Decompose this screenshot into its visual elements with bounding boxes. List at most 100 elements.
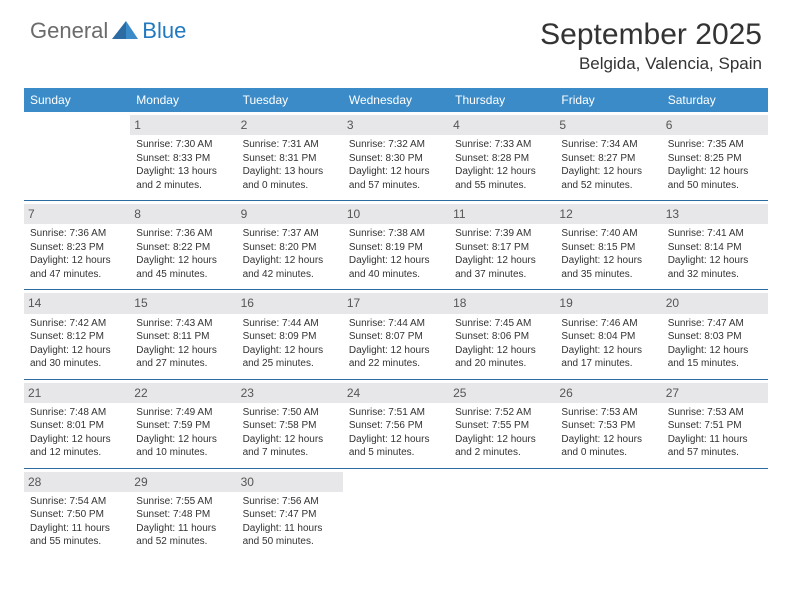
sunset-text: Sunset: 8:06 PM — [455, 330, 549, 344]
daylight-text: Daylight: 12 hours and 15 minutes. — [668, 344, 762, 371]
sunrise-text: Sunrise: 7:47 AM — [668, 317, 762, 331]
calendar-week-row: 14Sunrise: 7:42 AMSunset: 8:12 PMDayligh… — [24, 290, 768, 379]
day-number: 8 — [130, 204, 236, 224]
daylight-text: Daylight: 12 hours and 12 minutes. — [30, 433, 124, 460]
sunset-text: Sunset: 8:31 PM — [243, 152, 337, 166]
day-number: 3 — [343, 115, 449, 135]
day-number: 28 — [24, 472, 130, 492]
day-number: 20 — [662, 293, 768, 313]
day-number: 24 — [343, 383, 449, 403]
sunrise-text: Sunrise: 7:54 AM — [30, 495, 124, 509]
sunrise-text: Sunrise: 7:37 AM — [243, 227, 337, 241]
daylight-text: Daylight: 12 hours and 22 minutes. — [349, 344, 443, 371]
weekday-header: Sunday — [24, 88, 130, 112]
sunrise-text: Sunrise: 7:38 AM — [349, 227, 443, 241]
daylight-text: Daylight: 12 hours and 45 minutes. — [136, 254, 230, 281]
sunset-text: Sunset: 8:11 PM — [136, 330, 230, 344]
calendar-day-cell: 12Sunrise: 7:40 AMSunset: 8:15 PMDayligh… — [555, 201, 661, 290]
sunset-text: Sunset: 8:19 PM — [349, 241, 443, 255]
calendar-day-cell: 7Sunrise: 7:36 AMSunset: 8:23 PMDaylight… — [24, 201, 130, 290]
calendar-day-cell: 3Sunrise: 7:32 AMSunset: 8:30 PMDaylight… — [343, 112, 449, 201]
daylight-text: Daylight: 12 hours and 52 minutes. — [561, 165, 655, 192]
sunset-text: Sunset: 8:07 PM — [349, 330, 443, 344]
sunset-text: Sunset: 7:48 PM — [136, 508, 230, 522]
sunset-text: Sunset: 8:20 PM — [243, 241, 337, 255]
sunrise-text: Sunrise: 7:40 AM — [561, 227, 655, 241]
daylight-text: Daylight: 12 hours and 0 minutes. — [561, 433, 655, 460]
weekday-header: Wednesday — [343, 88, 449, 112]
day-number: 5 — [555, 115, 661, 135]
day-number: 12 — [555, 204, 661, 224]
sunset-text: Sunset: 8:28 PM — [455, 152, 549, 166]
day-number: 27 — [662, 383, 768, 403]
brand-logo: General Blue — [30, 18, 186, 44]
calendar-day-cell — [555, 468, 661, 557]
sunrise-text: Sunrise: 7:43 AM — [136, 317, 230, 331]
sunrise-text: Sunrise: 7:34 AM — [561, 138, 655, 152]
day-number: 14 — [24, 293, 130, 313]
calendar-day-cell: 29Sunrise: 7:55 AMSunset: 7:48 PMDayligh… — [130, 468, 236, 557]
daylight-text: Daylight: 12 hours and 5 minutes. — [349, 433, 443, 460]
sunrise-text: Sunrise: 7:53 AM — [668, 406, 762, 420]
calendar-day-cell: 28Sunrise: 7:54 AMSunset: 7:50 PMDayligh… — [24, 468, 130, 557]
calendar-week-row: 21Sunrise: 7:48 AMSunset: 8:01 PMDayligh… — [24, 379, 768, 468]
day-number: 11 — [449, 204, 555, 224]
calendar-day-cell: 13Sunrise: 7:41 AMSunset: 8:14 PMDayligh… — [662, 201, 768, 290]
daylight-text: Daylight: 11 hours and 52 minutes. — [136, 522, 230, 549]
sunset-text: Sunset: 8:25 PM — [668, 152, 762, 166]
calendar-table: Sunday Monday Tuesday Wednesday Thursday… — [24, 88, 768, 557]
calendar-day-cell: 25Sunrise: 7:52 AMSunset: 7:55 PMDayligh… — [449, 379, 555, 468]
daylight-text: Daylight: 12 hours and 30 minutes. — [30, 344, 124, 371]
sunset-text: Sunset: 8:22 PM — [136, 241, 230, 255]
calendar-week-row: 28Sunrise: 7:54 AMSunset: 7:50 PMDayligh… — [24, 468, 768, 557]
sunset-text: Sunset: 8:27 PM — [561, 152, 655, 166]
calendar-day-cell — [662, 468, 768, 557]
sunset-text: Sunset: 7:53 PM — [561, 419, 655, 433]
sunset-text: Sunset: 7:47 PM — [243, 508, 337, 522]
month-title: September 2025 — [540, 18, 762, 52]
daylight-text: Daylight: 12 hours and 10 minutes. — [136, 433, 230, 460]
weekday-header: Monday — [130, 88, 236, 112]
weekday-header-row: Sunday Monday Tuesday Wednesday Thursday… — [24, 88, 768, 112]
daylight-text: Daylight: 12 hours and 20 minutes. — [455, 344, 549, 371]
sunrise-text: Sunrise: 7:33 AM — [455, 138, 549, 152]
weekday-header: Friday — [555, 88, 661, 112]
calendar-day-cell: 18 Sunrise: 7:45 AMSunset: 8:06 PMDayligh… — [449, 290, 555, 379]
day-number: 16 — [237, 293, 343, 313]
sunrise-text: Sunrise: 7:45 AM — [455, 317, 549, 331]
calendar-day-cell: 30Sunrise: 7:56 AMSunset: 7:47 PMDayligh… — [237, 468, 343, 557]
daylight-text: Daylight: 11 hours and 50 minutes. — [243, 522, 337, 549]
calendar-day-cell: 23Sunrise: 7:50 AMSunset: 7:58 PMDayligh… — [237, 379, 343, 468]
calendar-day-cell: 2Sunrise: 7:31 AMSunset: 8:31 PMDaylight… — [237, 112, 343, 201]
sunset-text: Sunset: 7:58 PM — [243, 419, 337, 433]
brand-part2: Blue — [142, 18, 186, 44]
daylight-text: Daylight: 12 hours and 35 minutes. — [561, 254, 655, 281]
daylight-text: Daylight: 11 hours and 57 minutes. — [668, 433, 762, 460]
sunrise-text: Sunrise: 7:31 AM — [243, 138, 337, 152]
page-header: General Blue September 2025 Belgida, Val… — [0, 0, 792, 82]
day-number: 19 — [555, 293, 661, 313]
calendar-day-cell: 24Sunrise: 7:51 AMSunset: 7:56 PMDayligh… — [343, 379, 449, 468]
sunrise-text: Sunrise: 7:42 AM — [30, 317, 124, 331]
calendar-day-cell: 16Sunrise: 7:44 AMSunset: 8:09 PMDayligh… — [237, 290, 343, 379]
weekday-header: Tuesday — [237, 88, 343, 112]
sunrise-text: Sunrise: 7:32 AM — [349, 138, 443, 152]
day-number: 6 — [662, 115, 768, 135]
day-number: 26 — [555, 383, 661, 403]
daylight-text: Daylight: 12 hours and 57 minutes. — [349, 165, 443, 192]
day-number: 23 — [237, 383, 343, 403]
sunrise-text: Sunrise: 7:48 AM — [30, 406, 124, 420]
calendar-day-cell: 11Sunrise: 7:39 AMSunset: 8:17 PMDayligh… — [449, 201, 555, 290]
brand-triangle-icon — [112, 21, 138, 44]
calendar-day-cell — [343, 468, 449, 557]
title-block: September 2025 Belgida, Valencia, Spain — [540, 18, 762, 74]
sunrise-text: Sunrise: 7:39 AM — [455, 227, 549, 241]
day-number: 17 — [343, 293, 449, 313]
daylight-text: Daylight: 12 hours and 32 minutes. — [668, 254, 762, 281]
day-number: 25 — [449, 383, 555, 403]
calendar-day-cell: 14Sunrise: 7:42 AMSunset: 8:12 PMDayligh… — [24, 290, 130, 379]
day-number: 2 — [237, 115, 343, 135]
sunrise-text: Sunrise: 7:46 AM — [561, 317, 655, 331]
daylight-text: Daylight: 12 hours and 17 minutes. — [561, 344, 655, 371]
day-number: 18 — [449, 293, 555, 313]
